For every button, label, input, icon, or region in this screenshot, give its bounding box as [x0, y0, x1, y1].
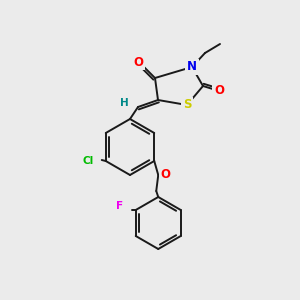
Text: F: F — [116, 201, 123, 211]
Text: O: O — [160, 169, 170, 182]
Text: Cl: Cl — [82, 156, 93, 166]
Text: O: O — [133, 56, 143, 68]
Text: S: S — [183, 98, 191, 112]
Text: N: N — [187, 61, 197, 74]
Text: H: H — [120, 98, 128, 108]
Text: O: O — [214, 83, 224, 97]
